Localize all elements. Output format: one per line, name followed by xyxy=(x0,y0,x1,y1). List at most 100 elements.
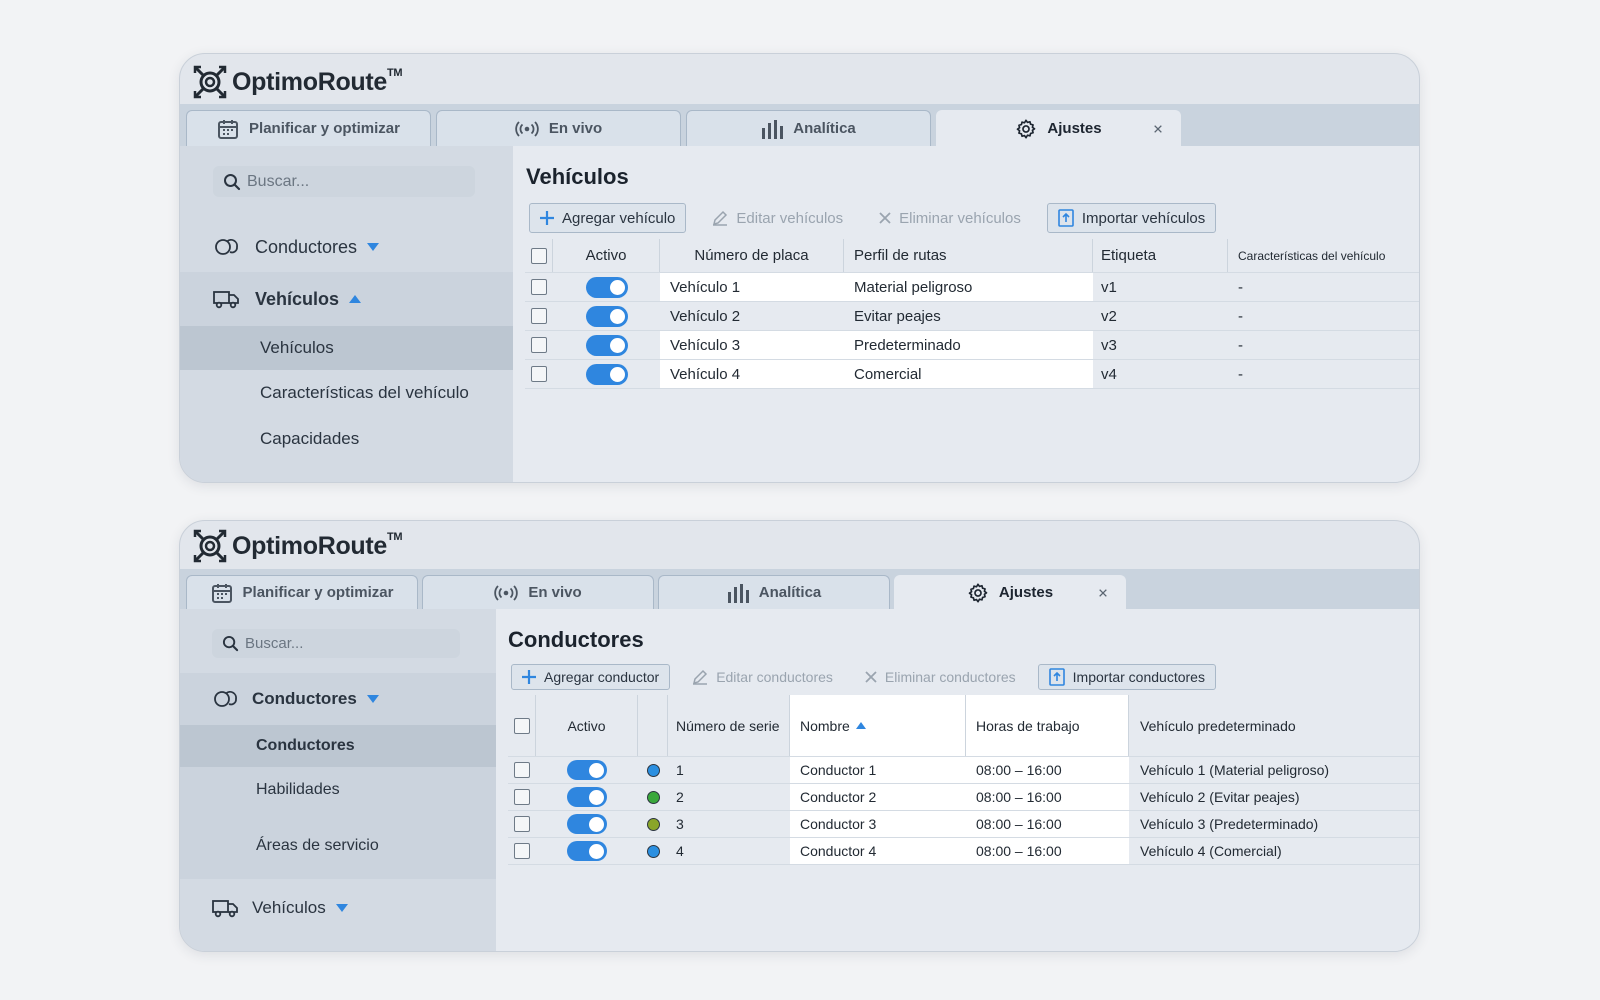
import-vehicles-button[interactable]: Importar vehículos xyxy=(1046,203,1217,233)
app-logo[interactable]: OptimoRouteTM xyxy=(192,62,403,102)
row-checkbox[interactable] xyxy=(514,816,530,832)
route-profile-cell[interactable]: Comercial xyxy=(844,360,1093,388)
features-cell[interactable]: - xyxy=(1238,365,1243,383)
add-vehicle-button[interactable]: Agregar vehículo xyxy=(529,203,687,233)
delete-vehicles-button[interactable]: Eliminar vehículos xyxy=(869,203,1031,233)
nav-sub-drivers[interactable]: Conductores xyxy=(180,725,496,767)
nav-sub-service-areas[interactable]: Áreas de servicio xyxy=(180,813,496,879)
name-cell[interactable]: Conductor 1 xyxy=(790,757,966,783)
col-active[interactable]: Activo xyxy=(553,239,660,272)
col-name[interactable]: Nombre xyxy=(790,695,966,756)
table-row[interactable]: 4 Conductor 4 08:00 – 16:00 Vehículo 4 (… xyxy=(508,838,1419,865)
row-checkbox[interactable] xyxy=(531,337,547,353)
select-all-checkbox[interactable] xyxy=(530,247,547,264)
row-checkbox[interactable] xyxy=(514,843,530,859)
serial-cell[interactable]: 4 xyxy=(676,843,684,859)
work-hours-cell[interactable]: 08:00 – 16:00 xyxy=(966,784,1129,810)
plate-cell[interactable]: Vehículo 2 xyxy=(670,307,741,325)
serial-cell[interactable]: 3 xyxy=(676,816,684,832)
add-driver-button[interactable]: Agregar conductor xyxy=(511,664,671,690)
table-row[interactable]: 3 Conductor 3 08:00 – 16:00 Vehículo 3 (… xyxy=(508,811,1419,838)
work-hours-cell[interactable]: 08:00 – 16:00 xyxy=(966,757,1129,783)
plate-cell[interactable]: Vehículo 3 xyxy=(660,331,844,359)
plate-cell[interactable]: Vehículo 4 xyxy=(660,360,844,388)
tab-analytics[interactable]: Analítica xyxy=(658,575,890,609)
search-box[interactable]: Buscar... xyxy=(212,629,460,658)
col-plate[interactable]: Número de placa xyxy=(660,239,844,272)
tab-plan-optimize[interactable]: Planificar y optimizar xyxy=(186,110,431,146)
tag-cell[interactable]: v2 xyxy=(1101,307,1117,325)
features-cell[interactable]: - xyxy=(1238,278,1243,296)
close-tab-icon[interactable] xyxy=(1154,120,1172,138)
col-route-profile[interactable]: Perfil de rutas xyxy=(844,239,1093,272)
features-cell[interactable]: - xyxy=(1238,336,1243,354)
row-checkbox[interactable] xyxy=(531,308,547,324)
active-toggle[interactable] xyxy=(585,363,628,385)
active-toggle[interactable] xyxy=(585,305,628,327)
row-checkbox[interactable] xyxy=(531,279,547,295)
active-toggle[interactable] xyxy=(585,334,628,356)
tag-cell[interactable]: v4 xyxy=(1101,365,1117,383)
name-cell[interactable]: Conductor 4 xyxy=(790,838,966,864)
select-all-checkbox[interactable] xyxy=(513,717,530,734)
close-tab-icon[interactable] xyxy=(1099,584,1117,602)
tab-plan-optimize[interactable]: Planificar y optimizar xyxy=(186,575,418,609)
col-tag[interactable]: Etiqueta xyxy=(1093,239,1228,272)
nav-drivers-group[interactable]: Conductores xyxy=(180,673,496,725)
route-profile-cell[interactable]: Material peligroso xyxy=(844,273,1093,301)
tab-live[interactable]: En vivo xyxy=(422,575,654,609)
col-vehicle-features[interactable]: Características del vehículo xyxy=(1228,239,1419,272)
col-serial[interactable]: Número de serie xyxy=(668,695,790,756)
default-vehicle-cell[interactable]: Vehículo 4 (Comercial) xyxy=(1140,843,1282,859)
tag-cell[interactable]: v1 xyxy=(1101,278,1117,296)
nav-drivers-group[interactable]: Conductores xyxy=(180,224,513,270)
nav-sub-vehicle-features[interactable]: Características del vehículo xyxy=(180,371,513,415)
serial-cell[interactable]: 2 xyxy=(676,789,684,805)
route-profile-cell[interactable]: Predeterminado xyxy=(844,331,1093,359)
plate-cell[interactable]: Vehículo 1 xyxy=(660,273,844,301)
features-cell[interactable]: - xyxy=(1238,307,1243,325)
tab-analytics[interactable]: Analítica xyxy=(686,110,931,146)
row-checkbox[interactable] xyxy=(514,762,530,778)
active-toggle[interactable] xyxy=(567,760,607,780)
edit-drivers-button[interactable]: Editar conductores xyxy=(682,664,843,690)
table-row[interactable]: Vehículo 3 Predeterminado v3 - xyxy=(525,331,1419,360)
default-vehicle-cell[interactable]: Vehículo 1 (Material peligroso) xyxy=(1140,762,1330,778)
delete-drivers-button[interactable]: Eliminar conductores xyxy=(855,664,1026,690)
table-row[interactable]: Vehículo 4 Comercial v4 - xyxy=(525,360,1419,389)
table-row[interactable]: Vehículo 2 Evitar peajes v2 - xyxy=(525,302,1419,331)
nav-sub-vehicles[interactable]: Vehículos xyxy=(180,326,513,370)
table-row[interactable]: 2 Conductor 2 08:00 – 16:00 Vehículo 2 (… xyxy=(508,784,1419,811)
name-cell[interactable]: Conductor 2 xyxy=(790,784,966,810)
active-toggle[interactable] xyxy=(567,814,607,834)
default-vehicle-cell[interactable]: Vehículo 2 (Evitar peajes) xyxy=(1140,789,1300,805)
route-profile-cell[interactable]: Evitar peajes xyxy=(854,307,941,325)
row-checkbox[interactable] xyxy=(514,789,530,805)
active-toggle[interactable] xyxy=(567,787,607,807)
tag-cell[interactable]: v3 xyxy=(1101,336,1117,354)
table-row[interactable]: Vehículo 1 Material peligroso v1 - xyxy=(525,273,1419,302)
nav-sub-capacities[interactable]: Capacidades xyxy=(180,417,513,461)
name-cell[interactable]: Conductor 3 xyxy=(790,811,966,837)
serial-cell[interactable]: 1 xyxy=(676,762,684,778)
nav-sub-skills[interactable]: Habilidades xyxy=(180,767,496,813)
edit-vehicles-button[interactable]: Editar vehículos xyxy=(702,203,853,233)
tab-live[interactable]: En vivo xyxy=(436,110,681,146)
search-box[interactable]: Buscar... xyxy=(213,166,475,197)
default-vehicle-cell[interactable]: Vehículo 3 (Predeterminado) xyxy=(1140,816,1319,832)
row-checkbox[interactable] xyxy=(531,366,547,382)
work-hours-cell[interactable]: 08:00 – 16:00 xyxy=(966,838,1129,864)
nav-vehicles-group[interactable]: Vehículos xyxy=(180,887,496,929)
tab-settings[interactable]: Ajustes xyxy=(894,575,1126,609)
col-work-hours[interactable]: Horas de trabajo xyxy=(966,695,1129,756)
tab-settings[interactable]: Ajustes xyxy=(936,110,1181,146)
col-active[interactable]: Activo xyxy=(536,695,638,756)
import-drivers-button[interactable]: Importar conductores xyxy=(1037,664,1216,690)
app-logo[interactable]: OptimoRouteTM xyxy=(192,526,403,566)
work-hours-cell[interactable]: 08:00 – 16:00 xyxy=(966,811,1129,837)
active-toggle[interactable] xyxy=(585,276,628,298)
nav-vehicles-group[interactable]: Vehículos xyxy=(180,272,513,326)
table-row[interactable]: 1 Conductor 1 08:00 – 16:00 Vehículo 1 (… xyxy=(508,757,1419,784)
active-toggle[interactable] xyxy=(567,841,607,861)
col-default-vehicle[interactable]: Vehículo predeterminado xyxy=(1129,695,1419,756)
